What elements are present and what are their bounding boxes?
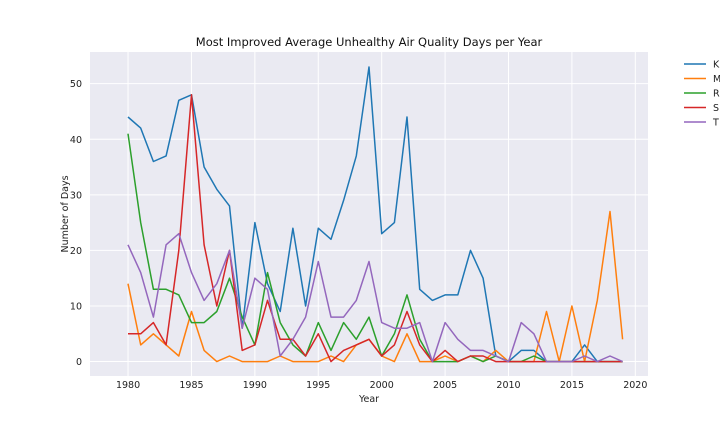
- y-tick-label: 30: [70, 190, 82, 201]
- legend-label-k: K: [713, 60, 720, 71]
- x-tick-label: 2015: [560, 380, 584, 391]
- x-tick-label: 2005: [433, 380, 457, 391]
- series-line-s: [128, 94, 623, 363]
- series-line-t: [127, 232, 623, 363]
- series-line-k: [127, 66, 623, 363]
- y-tick-label: 20: [70, 246, 82, 257]
- x-tick-label: 2000: [370, 380, 394, 391]
- x-tick-label: 1980: [116, 380, 140, 391]
- x-tick-label: 2020: [623, 380, 647, 391]
- plot-area: [90, 52, 648, 376]
- x-tick-label: 1990: [243, 380, 267, 391]
- y-tick-label: 40: [70, 135, 82, 146]
- series-line-r: [127, 133, 623, 363]
- y-tick-labels: 0 10 20 30 40 50: [70, 79, 82, 368]
- y-tick-label: 10: [70, 301, 82, 312]
- x-tick-labels: 1980 1985 1990 1995 2000 2005 2010 2015 2020: [116, 380, 647, 391]
- y-tick-label: 0: [76, 357, 82, 368]
- legend-label-t: T: [712, 118, 719, 129]
- chart-title: Most Improved Average Unhealthy Air Qual…: [196, 35, 543, 49]
- y-axis-label: Number of Days: [60, 175, 71, 252]
- legend-label-s: S: [713, 103, 719, 114]
- series-lines: [127, 66, 624, 363]
- x-axis-label: Year: [358, 394, 379, 405]
- x-tick-label: 1985: [179, 380, 203, 391]
- y-tick-label: 50: [70, 79, 82, 90]
- legend-label-m: M: [713, 74, 720, 85]
- x-tick-label: 2010: [496, 380, 520, 391]
- legend-label-r: R: [713, 89, 720, 100]
- x-tick-label: 1995: [306, 380, 330, 391]
